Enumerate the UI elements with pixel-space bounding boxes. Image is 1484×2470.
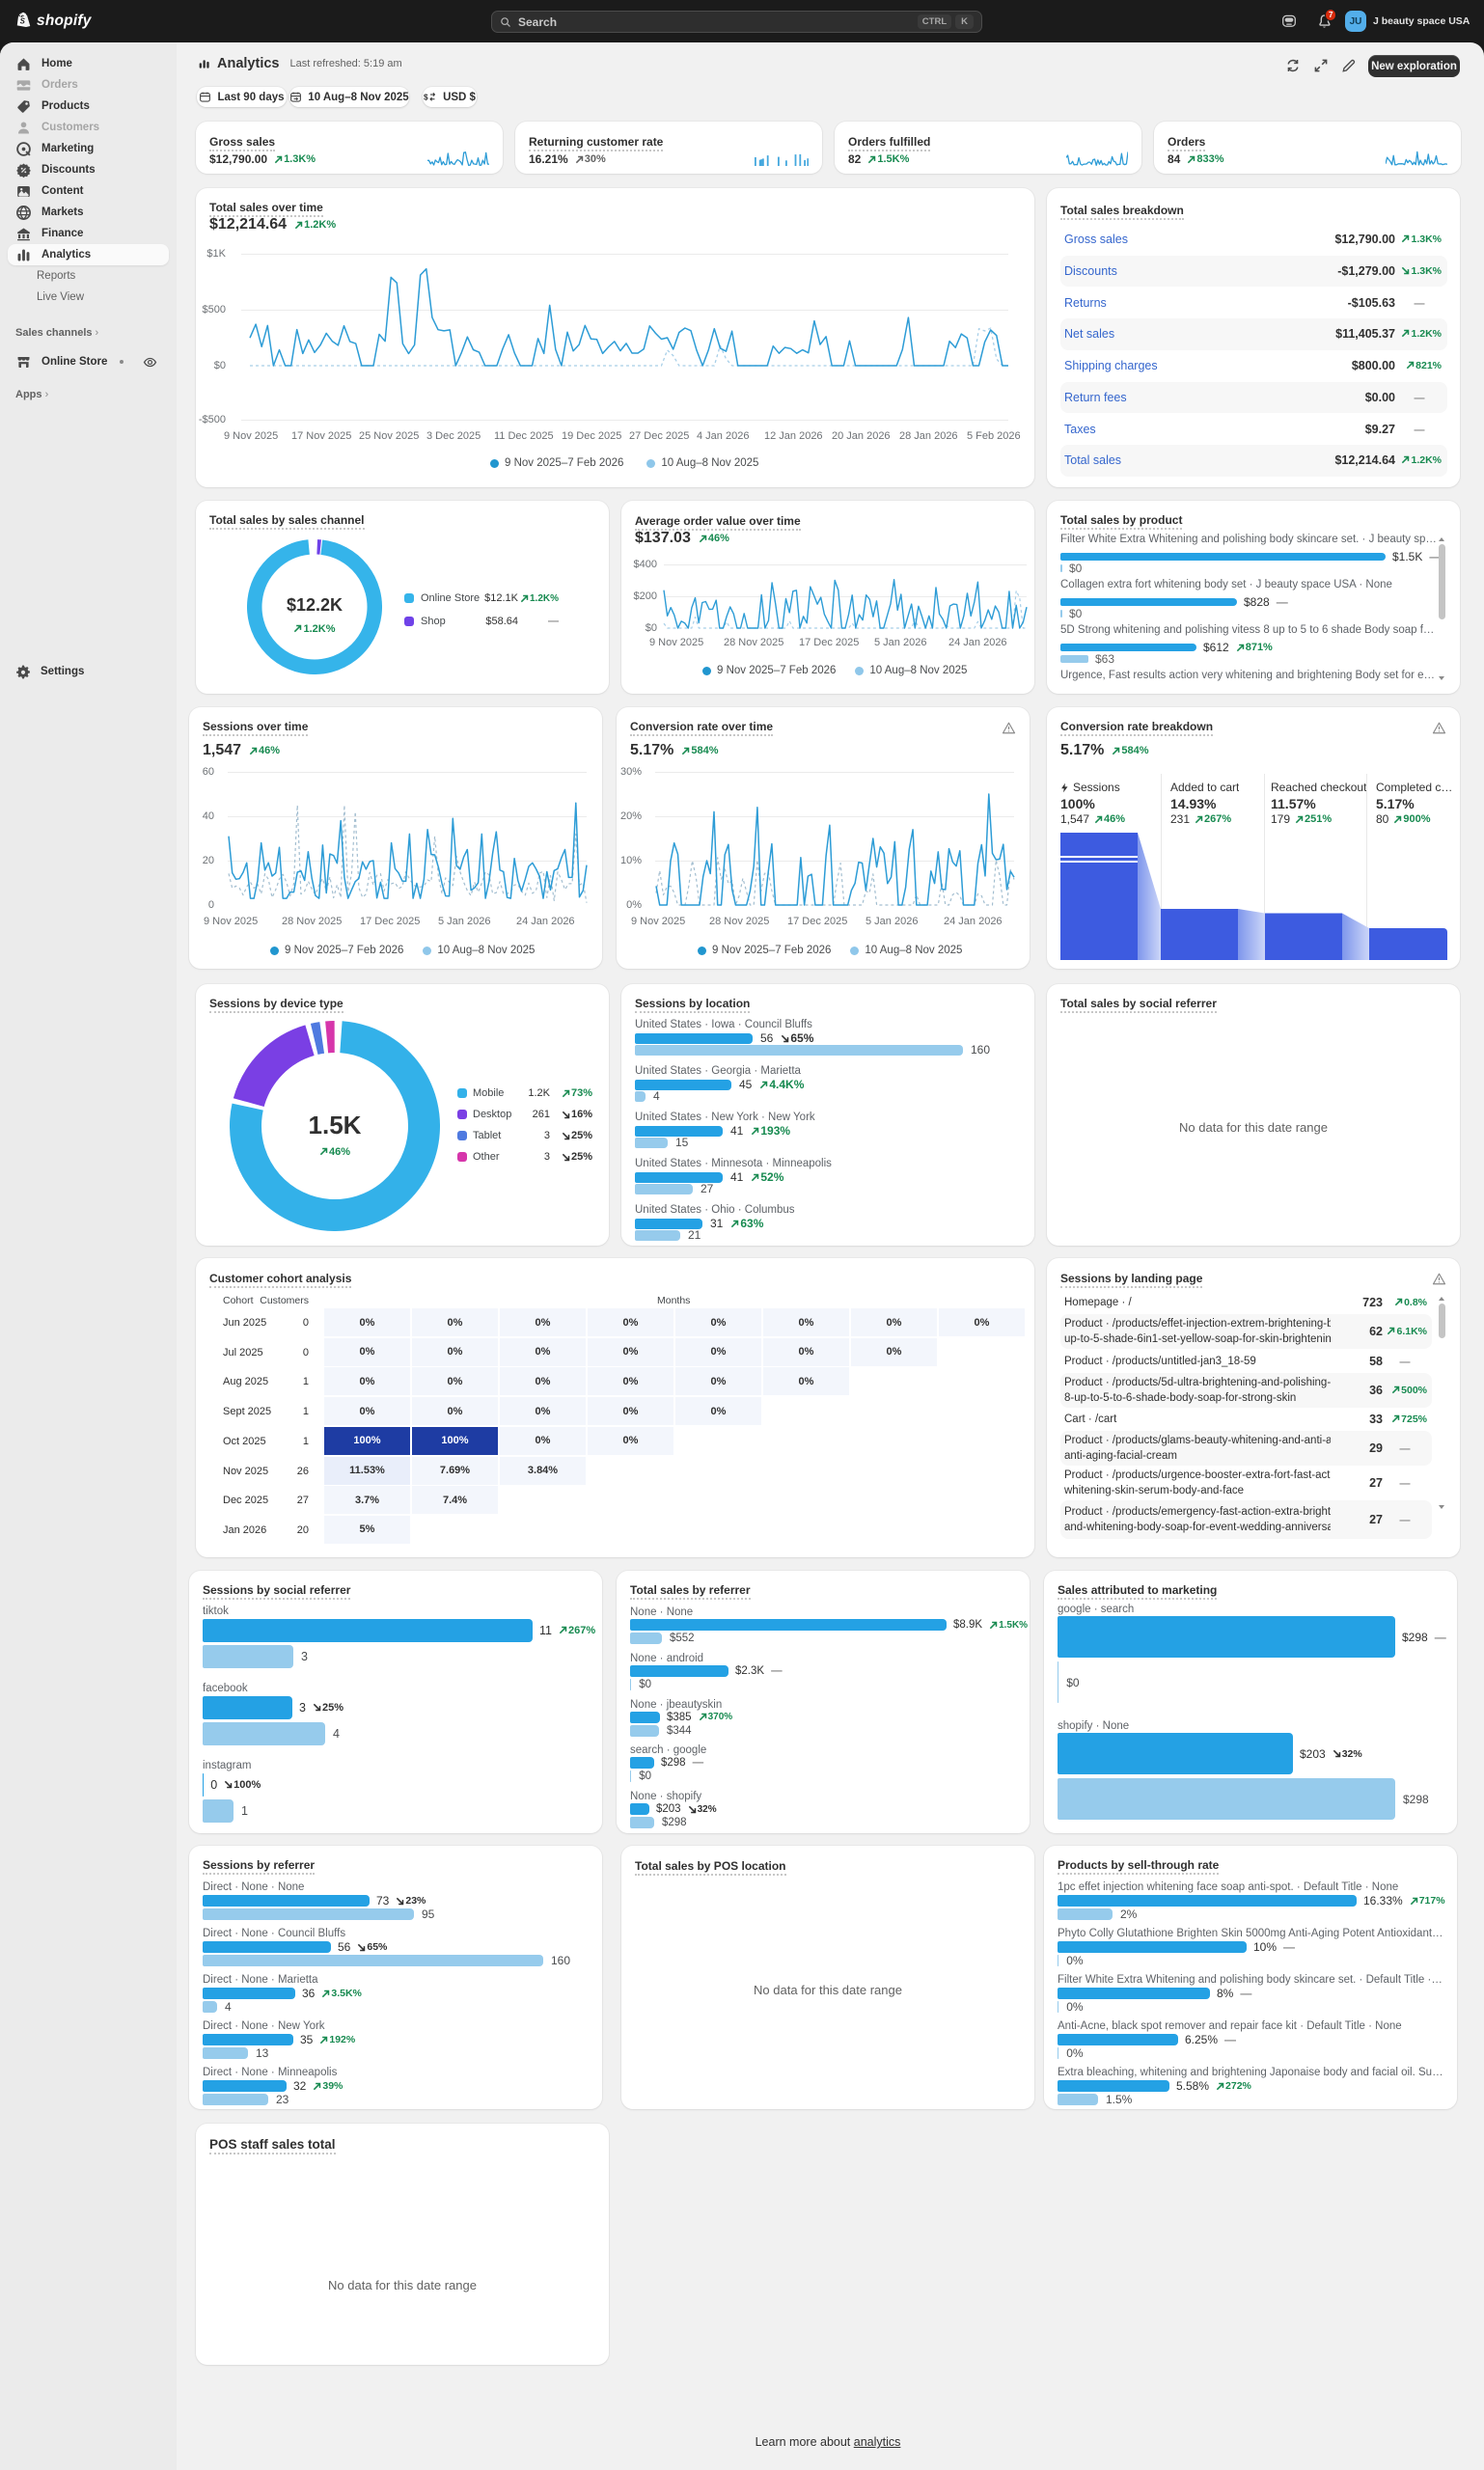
svg-text:S: S [20, 16, 26, 25]
svg-text:$: $ [424, 94, 428, 102]
